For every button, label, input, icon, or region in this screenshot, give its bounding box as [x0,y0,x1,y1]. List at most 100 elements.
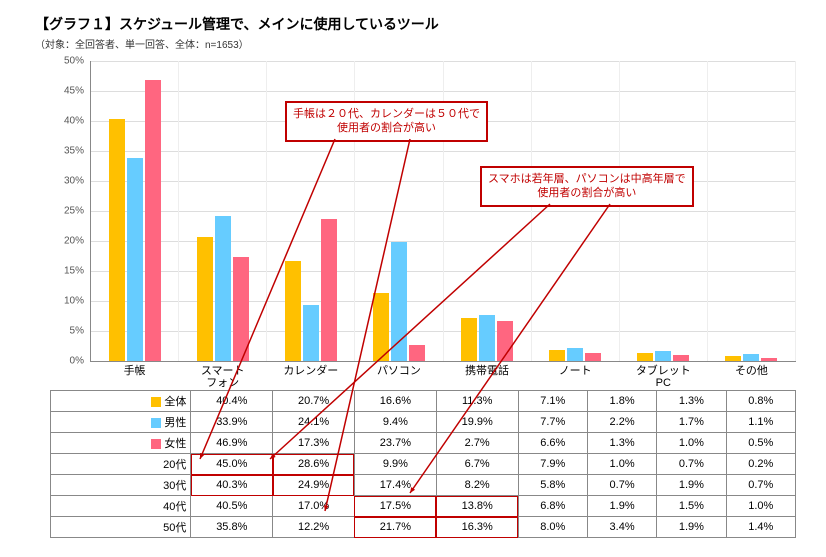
y-tick-label: 0% [70,356,84,367]
bar [233,257,249,361]
table-cell: 1.9% [587,496,656,517]
table-cell: 1.7% [657,412,726,433]
table-cell: 0.8% [726,391,795,412]
bar [303,305,319,361]
y-tick-label: 25% [64,206,84,217]
bar [321,219,337,361]
table-cell: 6.7% [436,454,518,475]
table-cell: 0.5% [726,433,795,454]
row-header: 50代 [51,517,191,538]
table-cell: 16.6% [354,391,436,412]
table-cell: 7.7% [518,412,587,433]
bar [197,237,213,361]
table-cell: 40.3% [191,475,273,496]
table-cell: 28.6% [273,454,355,475]
bar [497,321,513,361]
table-cell: 23.7% [354,433,436,454]
table-cell: 11.3% [436,391,518,412]
legend-chip [151,418,161,428]
row-header: 20代 [51,454,191,475]
category-group: その他 [708,61,796,361]
y-tick-label: 40% [64,116,84,127]
legend-chip [151,397,161,407]
bar [655,351,671,361]
table-cell: 1.9% [657,517,726,538]
table-cell: 0.7% [726,475,795,496]
category-group: タブレットPC [620,61,708,361]
table-row: 20代45.0%28.6%9.9%6.7%7.9%1.0%0.7%0.2% [51,454,796,475]
y-tick-label: 5% [70,326,84,337]
table-cell: 8.0% [518,517,587,538]
table-cell: 13.8% [436,496,518,517]
x-axis-label: 携帯電話 [444,361,531,377]
callout-1: 手帳は２０代、カレンダーは５０代で使用者の割合が高い [285,101,488,142]
table-cell: 0.7% [657,454,726,475]
table-cell: 24.1% [273,412,355,433]
bar [567,348,583,361]
table-cell: 1.5% [657,496,726,517]
bar [215,216,231,361]
table-cell: 17.3% [273,433,355,454]
table-cell: 7.9% [518,454,587,475]
row-header: 30代 [51,475,191,496]
x-axis-label: ノート [532,361,619,377]
table-cell: 35.8% [191,517,273,538]
table-cell: 12.2% [273,517,355,538]
table-cell: 0.7% [587,475,656,496]
table-row: 30代40.3%24.9%17.4%8.2%5.8%0.7%1.9%0.7% [51,475,796,496]
bar [109,119,125,361]
table-cell: 0.2% [726,454,795,475]
bar [479,315,495,361]
x-axis-label: スマートフォン [179,361,266,389]
table-cell: 7.1% [518,391,587,412]
y-tick-label: 15% [64,266,84,277]
table-cell: 40.4% [191,391,273,412]
bar [637,353,653,361]
table-cell: 3.4% [587,517,656,538]
table-cell: 1.4% [726,517,795,538]
table-cell: 6.6% [518,433,587,454]
bar [743,354,759,361]
table-cell: 8.2% [436,475,518,496]
y-tick-label: 35% [64,146,84,157]
table-cell: 9.4% [354,412,436,433]
table-cell: 2.2% [587,412,656,433]
x-axis-label: その他 [708,361,795,377]
table-cell: 9.9% [354,454,436,475]
table-cell: 1.0% [587,454,656,475]
y-tick-label: 50% [64,56,84,67]
x-axis-label: パソコン [355,361,442,377]
x-axis-label: 手帳 [91,361,178,377]
table-cell: 2.7% [436,433,518,454]
table-cell: 19.9% [436,412,518,433]
bar [373,293,389,361]
table-cell: 20.7% [273,391,355,412]
table-cell: 1.3% [587,433,656,454]
bar [285,261,301,361]
y-tick-label: 10% [64,296,84,307]
category-group: 手帳 [91,61,179,361]
chart-container: 0%5%10%15%20%25%30%35%40%45%50% 手帳スマートフォ… [50,61,796,362]
bar [585,353,601,361]
bar [391,242,407,361]
y-tick-label: 45% [64,86,84,97]
y-axis-labels: 0%5%10%15%20%25%30%35%40%45%50% [50,61,88,361]
table-cell: 17.0% [273,496,355,517]
table-row: 50代35.8%12.2%21.7%16.3%8.0%3.4%1.9%1.4% [51,517,796,538]
bar [127,158,143,361]
y-tick-label: 20% [64,236,84,247]
chart-title: 【グラフ１】スケジュール管理で、メインに使用しているツール [35,14,816,34]
row-header: 男性 [51,412,191,433]
table-row: 全体40.4%20.7%16.6%11.3%7.1%1.8%1.3%0.8% [51,391,796,412]
x-axis-label: カレンダー [267,361,354,377]
table-cell: 24.9% [273,475,355,496]
legend-chip [151,439,161,449]
table-cell: 1.8% [587,391,656,412]
table-cell: 17.5% [354,496,436,517]
table-cell: 6.8% [518,496,587,517]
table-cell: 16.3% [436,517,518,538]
row-header: 女性 [51,433,191,454]
table-row: 男性33.9%24.1%9.4%19.9%7.7%2.2%1.7%1.1% [51,412,796,433]
table-row: 40代40.5%17.0%17.5%13.8%6.8%1.9%1.5%1.0% [51,496,796,517]
table-row: 女性46.9%17.3%23.7%2.7%6.6%1.3%1.0%0.5% [51,433,796,454]
